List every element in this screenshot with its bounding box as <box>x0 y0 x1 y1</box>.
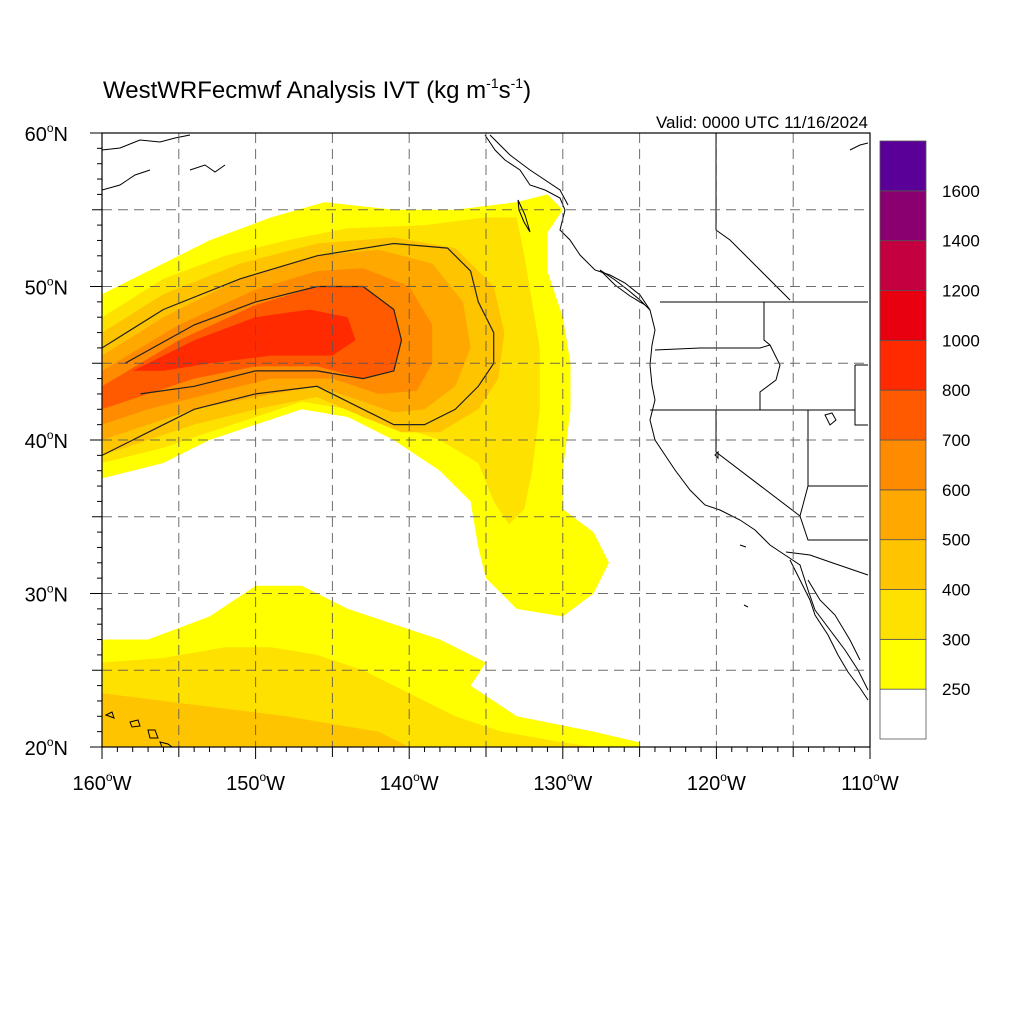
coastline-channel-islands <box>739 544 749 608</box>
coastline-north-america <box>484 134 869 691</box>
colorbar-swatch <box>879 589 927 640</box>
x-tick-label: 160oW <box>73 770 132 795</box>
title-mid: s <box>499 77 511 104</box>
y-tick-label: 50oN <box>25 275 68 300</box>
coastline-hawaii <box>104 711 173 747</box>
border-ca-nv <box>715 410 801 517</box>
border-wy-ut <box>854 364 868 426</box>
title-sup2: -1 <box>511 75 524 91</box>
colorbar-swatch <box>879 439 927 491</box>
colorbar-label: 1000 <box>942 331 980 350</box>
x-tick-label: 130oW <box>533 770 592 795</box>
colorbar-swatch <box>879 389 927 441</box>
x-axis-tick-labels: 160oW 150oW 140oW 130oW 120oW 110oW <box>73 770 899 795</box>
coastline-alaska <box>102 134 226 191</box>
colorbar-swatch <box>879 688 927 740</box>
colorbar-label: 1600 <box>942 182 980 201</box>
colorbar-label: 800 <box>942 381 970 400</box>
colorbar-label: 500 <box>942 531 970 550</box>
valid-time-label: Valid: 0000 UTC 11/16/2024 <box>656 113 868 132</box>
y-tick-label: 40oN <box>25 428 68 453</box>
y-tick-label: 30oN <box>25 582 68 607</box>
colorbar-swatch <box>879 489 927 541</box>
colorbar-swatch <box>879 539 927 590</box>
x-tick-label: 120oW <box>687 770 746 795</box>
y-axis-tick-labels: 60oN 50oN 40oN 30oN 20oN <box>25 121 68 760</box>
colorbar-label: 400 <box>942 581 970 600</box>
colorbar-swatch <box>879 190 927 242</box>
colorbar-swatch <box>879 339 927 391</box>
colorbar-label: 1400 <box>942 232 980 251</box>
ivt-fill-region-6 <box>132 309 356 371</box>
plot-title: WestWRFecmwf Analysis IVT (kg m-1s-1) <box>103 75 531 104</box>
map-area <box>102 133 870 747</box>
border-nv-ut-az <box>807 410 868 487</box>
colorbar-label: 600 <box>942 481 970 500</box>
title-sup1: -1 <box>486 75 499 91</box>
lat-lon-gridlines <box>102 133 870 747</box>
ivt-colorbar: 250 300 400 500 600 700 800 1000 1200 1400 1600 <box>879 140 980 740</box>
border-az <box>799 485 868 541</box>
title-suffix: ) <box>523 77 531 104</box>
border-id <box>759 302 781 410</box>
colorbar-swatch <box>879 140 927 192</box>
colorbar-swatch <box>879 638 927 690</box>
colorbar-swatch <box>879 290 927 341</box>
ivt-filled-contours <box>102 194 640 747</box>
title-prefix: WestWRFecmwf Analysis IVT (kg m <box>103 77 486 104</box>
border-bc-alberta <box>715 133 791 301</box>
great-salt-lake <box>824 412 837 426</box>
axis-ticks <box>90 132 871 759</box>
colorbar-label: 300 <box>942 630 970 649</box>
coastline-haida-gwaii <box>517 199 531 233</box>
x-tick-label: 140oW <box>380 770 439 795</box>
x-tick-label: 150oW <box>226 770 285 795</box>
border-wa-or <box>654 344 771 351</box>
colorbar-label: 1200 <box>942 282 980 301</box>
coastline-vancouver-island <box>599 269 651 311</box>
colorbar-label: 700 <box>942 431 970 450</box>
border-us-mexico <box>785 551 869 576</box>
coastline-hudson-top <box>849 142 869 151</box>
border-alaska-bc <box>489 134 569 206</box>
y-tick-label: 20oN <box>25 735 68 760</box>
y-tick-label: 60oN <box>25 121 68 146</box>
x-tick-label: 110oW <box>841 770 899 795</box>
coastline-baja <box>789 559 869 701</box>
colorbar-swatch <box>879 240 927 291</box>
colorbar-label: 250 <box>942 680 970 699</box>
